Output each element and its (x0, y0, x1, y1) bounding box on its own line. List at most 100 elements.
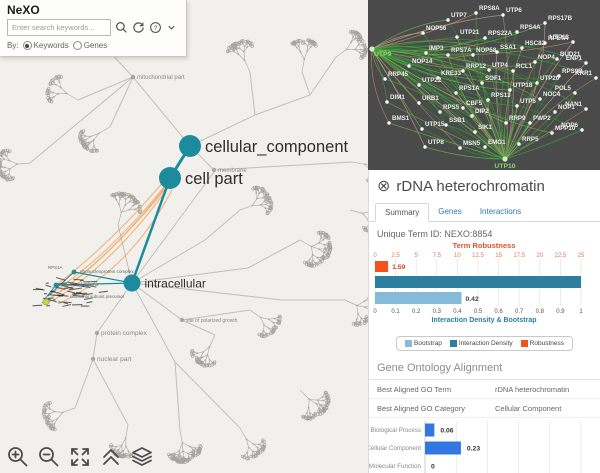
gene-node[interactable]: EMG1 (483, 139, 506, 149)
gene-label: KRE33 (441, 70, 462, 77)
tab-summary[interactable]: Summary (375, 203, 430, 222)
gene-node[interactable]: KRE33 (436, 70, 462, 80)
collapse-panel-icon[interactable] (166, 22, 177, 33)
gene-node[interactable]: NOC4 (538, 91, 561, 101)
gene-node[interactable]: RPS22A (483, 30, 513, 40)
gene-node[interactable]: RRP12 (461, 63, 487, 73)
layers-button[interactable] (130, 445, 154, 469)
help-icon[interactable]: ? (149, 21, 162, 34)
tree-term-node[interactable]: mitochondrial part (130, 74, 185, 81)
gene-node[interactable]: IMP3 (424, 45, 444, 55)
gene-label: UTP18 (513, 82, 533, 89)
svg-text:2.5: 2.5 (391, 253, 400, 259)
gene-node[interactable]: NOP58 (471, 47, 497, 57)
tree-term-node[interactable]: RPS1A (48, 265, 62, 270)
gene-label: URB1 (422, 95, 439, 102)
gene-node[interactable]: UTP15 (420, 121, 445, 131)
gene-node[interactable]: MPP10 (550, 125, 576, 135)
gene-node[interactable]: SOF1 (480, 75, 502, 85)
gene-node[interactable]: UTP8 (423, 139, 444, 149)
gene-node[interactable]: RRP9 (504, 115, 526, 125)
gene-node[interactable]: RPS8A (474, 5, 500, 15)
gene-node[interactable]: KRR1 (575, 70, 598, 80)
zoom-out-button[interactable] (37, 445, 61, 469)
gene-node[interactable]: NOP4 (533, 54, 555, 64)
gene-node[interactable]: NAN1 (565, 101, 588, 111)
gene-node[interactable]: UTP5 (515, 98, 536, 108)
gene-node[interactable]: UTP20 (535, 75, 560, 85)
svg-text:5: 5 (415, 253, 419, 259)
gene-node[interactable]: RPS5 (438, 104, 460, 114)
gene-node[interactable]: DIM1 (385, 94, 405, 104)
refresh-icon[interactable] (132, 21, 145, 34)
gene-node[interactable]: RRP5 (517, 136, 539, 146)
zoom-in-button[interactable] (6, 445, 30, 469)
search-input[interactable] (7, 19, 111, 36)
ontology-tree-canvas[interactable]: mitochondrial part membrane protein comple… (0, 0, 386, 473)
radio-genes[interactable]: Genes (72, 41, 107, 50)
gene-node[interactable]: PWP2 (528, 115, 551, 125)
search-icon[interactable] (115, 21, 128, 34)
tree-term-label: mitochondrial part (137, 75, 185, 81)
tree-term-node[interactable]: cellular_component (179, 135, 349, 157)
tree-term-node[interactable]: nuclear part (90, 356, 132, 363)
close-details-button[interactable]: ⊗ (377, 177, 391, 195)
gene-label: NAN1 (565, 101, 582, 108)
tree-term-node[interactable]: cell part (159, 167, 243, 189)
radio-keywords[interactable]: Keywords (22, 41, 69, 50)
gene-node[interactable]: UTP9 (369, 46, 392, 58)
gene-node[interactable]: RPS4A (515, 24, 541, 34)
tree-term-label: cell part (185, 170, 243, 188)
gene-network-canvas[interactable]: UTP9 UTP7 RPS8A UTP6 RPS17B NOP56 UTP21 RPS22A R… (368, 0, 600, 170)
gene-node[interactable]: CBF5 (461, 100, 483, 110)
gene-node[interactable]: NOP1 (553, 104, 575, 114)
gene-node[interactable]: MSN5 (458, 140, 481, 150)
gene-network-panel[interactable]: UTP9 UTP7 RPS8A UTP6 RPS17B NOP56 UTP21 RPS22A R… (368, 0, 600, 170)
tree-term-node[interactable]: site of polarized growth (179, 317, 238, 324)
selected-term-node[interactable] (42, 298, 50, 306)
tab-interactions[interactable]: Interactions (479, 207, 522, 216)
tree-term-node[interactable]: ribosomal subunit precursor (70, 294, 125, 299)
gene-node[interactable]: BUD21 (555, 51, 581, 61)
tree-term-node[interactable]: ribonucleoprotein complex (80, 269, 134, 274)
gene-node[interactable]: RCL1 (511, 63, 533, 73)
gene-node[interactable]: RPL4A (543, 35, 569, 45)
collapse-all-button[interactable] (99, 445, 123, 469)
gene-node[interactable]: NOP56 (421, 25, 447, 35)
fit-to-screen-button[interactable] (68, 445, 92, 469)
gene-node[interactable]: ENP1 (566, 55, 588, 65)
gene-node[interactable]: SSA1 (495, 44, 517, 54)
gene-node[interactable]: UTP18 (508, 82, 533, 92)
gene-node[interactable]: NOP6 (561, 122, 584, 132)
gene-node[interactable]: SIK1 (473, 124, 492, 134)
gene-node[interactable]: RRP45 (383, 71, 409, 81)
gene-node[interactable]: RPS17B (543, 15, 573, 25)
gene-node[interactable]: DIP2 (470, 108, 489, 118)
gene-node[interactable]: RPS7A (446, 47, 472, 57)
gene-node[interactable]: SSB1 (444, 117, 466, 127)
tree-term-node[interactable]: ribosomal subunit (62, 282, 99, 287)
gene-node[interactable]: UTP13 (550, 34, 575, 44)
gene-label: NOP4 (538, 54, 555, 61)
gene-label: POL5 (555, 85, 572, 92)
gene-node[interactable]: RPS13 (486, 92, 511, 102)
tree-term-node[interactable]: protein complex (94, 330, 148, 337)
gene-node[interactable]: UTP7 (446, 12, 467, 22)
gene-node[interactable]: UTP22 (417, 77, 442, 87)
gene-node[interactable]: RPS9B (557, 68, 583, 78)
gene-node[interactable]: RPS1A (454, 85, 480, 95)
tree-term-node[interactable]: membrane (211, 167, 248, 174)
tab-genes[interactable]: Genes (438, 207, 462, 216)
collapse-all-icon (103, 449, 119, 465)
gene-node[interactable]: NOP14 (407, 58, 433, 68)
ontology-tree-view[interactable]: mitochondrial part membrane protein comple… (0, 0, 386, 473)
gene-node[interactable]: UTP4 (487, 62, 508, 72)
tree-term-node[interactable]: intracellular (123, 274, 206, 292)
gene-node[interactable]: UTP6 (501, 7, 522, 17)
gene-node[interactable]: POL5 (555, 85, 577, 95)
gene-node[interactable]: BMS1 (387, 115, 410, 125)
gene-node[interactable]: UTP10 (494, 156, 516, 170)
gene-node[interactable]: URB1 (417, 95, 439, 105)
gene-node[interactable]: HSC82 (520, 40, 546, 50)
gene-node[interactable]: UTP21 (455, 29, 480, 39)
